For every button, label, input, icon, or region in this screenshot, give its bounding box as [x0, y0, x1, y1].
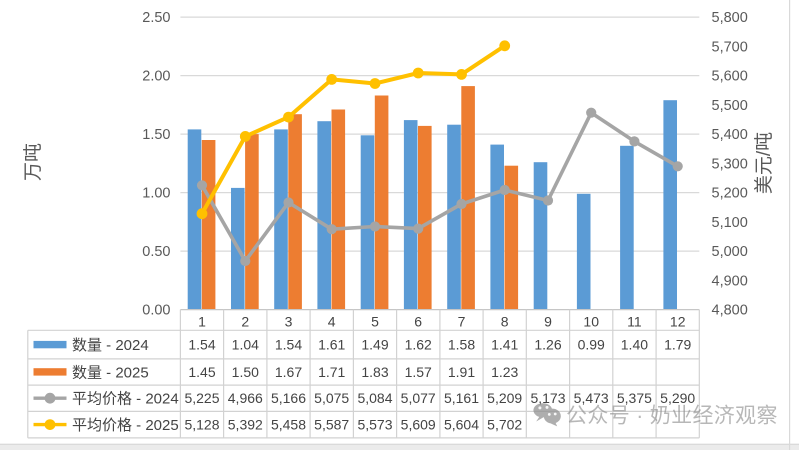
svg-text:1.54: 1.54 [275, 337, 302, 353]
svg-text:5,100: 5,100 [712, 215, 748, 231]
svg-text:5: 5 [371, 313, 379, 329]
svg-text:5,700: 5,700 [712, 39, 748, 55]
svg-text:1: 1 [198, 313, 206, 329]
svg-text:6: 6 [414, 313, 422, 329]
svg-text:2.00: 2.00 [142, 69, 170, 85]
svg-text:5,128: 5,128 [184, 417, 219, 433]
svg-text:5,290: 5,290 [660, 390, 695, 406]
svg-text:0.99: 0.99 [578, 337, 605, 353]
svg-text:4,800: 4,800 [712, 303, 748, 319]
svg-text:5,500: 5,500 [712, 98, 748, 114]
svg-text:1.26: 1.26 [534, 337, 561, 353]
svg-text:5,573: 5,573 [357, 417, 392, 433]
svg-text:5,000: 5,000 [712, 244, 748, 260]
svg-text:7: 7 [458, 313, 466, 329]
svg-text:1.50: 1.50 [232, 364, 259, 380]
svg-text:1.41: 1.41 [491, 337, 518, 353]
svg-text:1.67: 1.67 [275, 364, 302, 380]
svg-text:1.62: 1.62 [405, 337, 432, 353]
svg-text:5,300: 5,300 [712, 156, 748, 172]
svg-text:5,800: 5,800 [712, 10, 748, 26]
svg-text:5,458: 5,458 [271, 417, 306, 433]
svg-text:1.45: 1.45 [188, 364, 215, 380]
svg-text:4: 4 [328, 313, 336, 329]
svg-text:1.50: 1.50 [142, 127, 170, 143]
svg-text:数量 - 2024: 数量 - 2024 [72, 337, 149, 354]
svg-text:11: 11 [627, 313, 642, 329]
svg-text:美元/吨: 美元/吨 [753, 132, 775, 194]
svg-text:9: 9 [544, 313, 552, 329]
svg-text:0.00: 0.00 [142, 303, 170, 319]
svg-text:5,200: 5,200 [712, 186, 748, 202]
svg-text:5,161: 5,161 [444, 390, 479, 406]
svg-text:1.58: 1.58 [448, 337, 475, 353]
svg-text:12: 12 [670, 313, 686, 329]
svg-text:4,966: 4,966 [228, 390, 263, 406]
svg-text:5,702: 5,702 [487, 417, 522, 433]
svg-text:0.50: 0.50 [142, 244, 170, 260]
svg-text:1.54: 1.54 [188, 337, 215, 353]
svg-text:5,587: 5,587 [314, 417, 349, 433]
svg-text:平均价格 - 2024: 平均价格 - 2024 [72, 391, 179, 408]
svg-text:1.23: 1.23 [491, 364, 518, 380]
svg-text:平均价格 - 2025: 平均价格 - 2025 [72, 417, 179, 434]
svg-text:5,375: 5,375 [617, 390, 652, 406]
svg-text:万吨: 万吨 [22, 143, 44, 181]
svg-text:5,225: 5,225 [184, 390, 219, 406]
svg-text:1.91: 1.91 [448, 364, 475, 380]
svg-text:4,900: 4,900 [712, 273, 748, 289]
svg-text:数量 - 2025: 数量 - 2025 [72, 364, 149, 381]
svg-text:1.00: 1.00 [142, 186, 170, 202]
svg-text:5,392: 5,392 [228, 417, 263, 433]
svg-text:5,400: 5,400 [712, 127, 748, 143]
svg-text:1.71: 1.71 [318, 364, 345, 380]
svg-text:5,075: 5,075 [314, 390, 349, 406]
svg-text:5,077: 5,077 [401, 390, 436, 406]
svg-text:5,209: 5,209 [487, 390, 522, 406]
svg-text:1.83: 1.83 [361, 364, 388, 380]
svg-text:1.40: 1.40 [621, 337, 648, 353]
svg-text:1.49: 1.49 [361, 337, 388, 353]
svg-text:2.50: 2.50 [142, 10, 170, 26]
svg-text:5,084: 5,084 [357, 390, 392, 406]
svg-text:2: 2 [241, 313, 249, 329]
svg-text:5,600: 5,600 [712, 69, 748, 85]
svg-text:公众号 · 奶业经济观察: 公众号 · 奶业经济观察 [566, 405, 778, 428]
svg-text:10: 10 [583, 313, 599, 329]
svg-text:5,473: 5,473 [574, 390, 609, 406]
svg-text:1.57: 1.57 [405, 364, 432, 380]
svg-text:1.61: 1.61 [318, 337, 345, 353]
svg-text:3: 3 [285, 313, 293, 329]
svg-text:5,604: 5,604 [444, 417, 479, 433]
svg-text:5,609: 5,609 [401, 417, 436, 433]
svg-text:5,173: 5,173 [530, 390, 565, 406]
svg-text:1.04: 1.04 [232, 337, 259, 353]
svg-text:8: 8 [501, 313, 509, 329]
svg-text:5,166: 5,166 [271, 390, 306, 406]
svg-text:1.79: 1.79 [664, 337, 691, 353]
